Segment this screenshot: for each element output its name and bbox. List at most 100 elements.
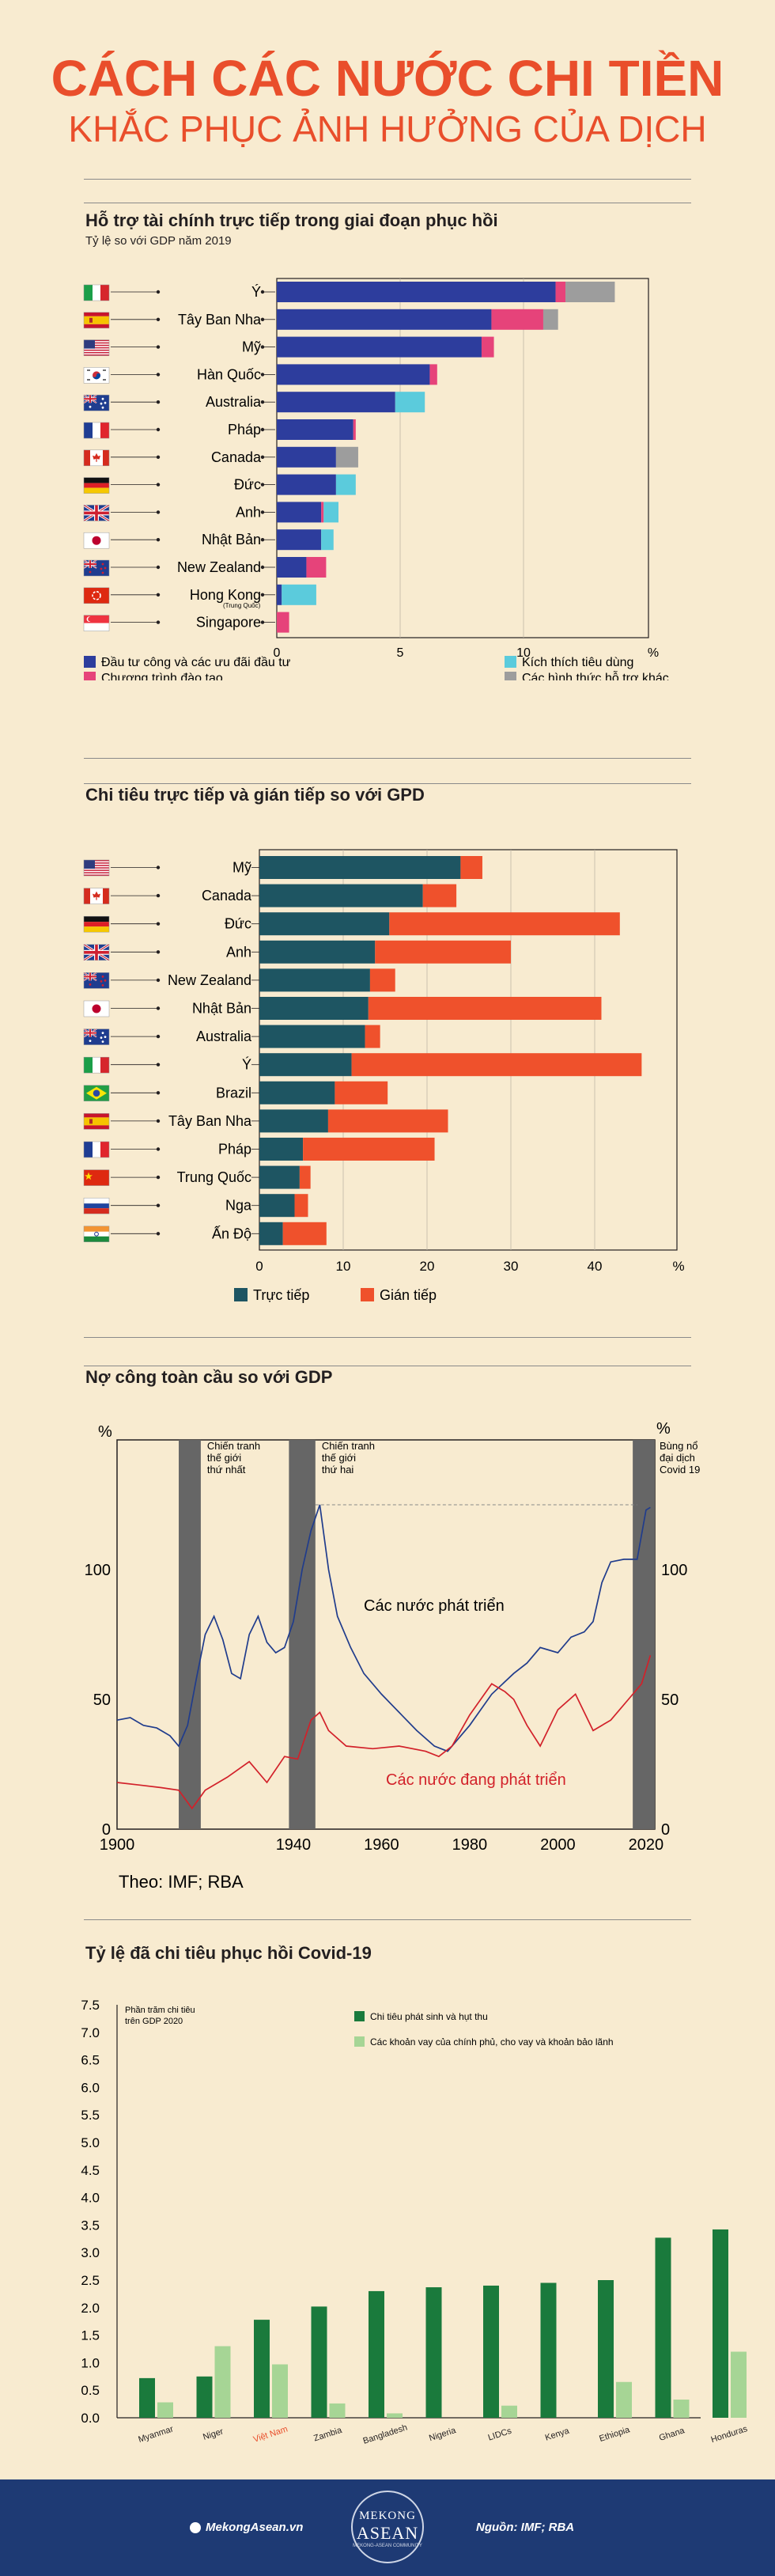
flag-part <box>88 616 93 622</box>
chart1-country-label: Mỹ <box>242 339 261 355</box>
chart4-y-tick: 4.0 <box>81 2191 100 2206</box>
divider <box>84 1337 691 1338</box>
chart1-bar-segment <box>555 282 566 302</box>
chart2-country-label: Nhật Bản <box>192 1001 251 1017</box>
chart2-bar-segment <box>259 884 423 907</box>
chart2-country-label: New Zealand <box>168 972 251 988</box>
footer: MekongAsean.vn MEKONG ASEAN MEKONG-ASEAN… <box>0 2479 775 2576</box>
flag-part <box>84 1169 109 1186</box>
flag-part <box>100 402 103 405</box>
flag-border <box>83 339 110 356</box>
flag-part <box>101 563 104 566</box>
chart4-y-tick: 0.0 <box>81 2411 100 2426</box>
chart2-leader-dot <box>156 1091 161 1095</box>
divider <box>84 179 691 180</box>
chart4-x-label: Bangladesh <box>362 2423 409 2445</box>
chart2-bar-segment <box>375 940 511 964</box>
chart1-bar-segment <box>277 557 307 578</box>
chart4-bar <box>157 2402 173 2418</box>
flag-part <box>104 566 107 570</box>
flag-fr-icon <box>83 422 110 439</box>
chart1-country-label: Hàn Quốc <box>197 366 261 382</box>
divider <box>84 783 691 784</box>
chart4-legend-label: Chi tiêu phát sinh và hụt thu <box>370 2011 488 2022</box>
chart2-direct-indirect: 0 10 20 30 40 % Mỹ Canada Đức Anh New Zealand Nhật … <box>83 849 685 1303</box>
chart1-leader-dot <box>156 483 161 487</box>
flag-part <box>84 587 109 604</box>
chart4-x-label: Việt Nam <box>252 2424 289 2444</box>
flag-part <box>84 351 109 354</box>
chart4-bar <box>311 2306 327 2418</box>
flag-border <box>83 888 110 904</box>
chart1-bar-segment <box>277 446 336 468</box>
flag-part <box>104 401 107 404</box>
flag-ru-icon <box>83 1197 110 1214</box>
flag-part <box>93 422 100 438</box>
chart2-country-label: Anh <box>226 944 251 960</box>
flag-part <box>84 342 109 344</box>
flag-part <box>84 339 109 342</box>
chart1-country-label: Đức <box>234 477 261 493</box>
chart3-y-tick-right: 50 <box>661 1691 679 1709</box>
chart4-bar <box>598 2280 614 2418</box>
flag-part <box>84 1032 96 1034</box>
flag-es-icon <box>83 312 110 329</box>
chart1-x-unit: % <box>648 646 659 660</box>
flag-part <box>84 951 109 954</box>
flag-border <box>83 1000 110 1017</box>
flag-part <box>84 975 96 978</box>
chart1-x-tick: 10 <box>516 646 531 660</box>
chart1-bar-segment <box>282 584 316 605</box>
chart2-country-label: Ấn Độ <box>212 1225 251 1241</box>
flag-part <box>100 422 109 438</box>
chart4-y-tick: 3.5 <box>81 2218 100 2233</box>
chart2-country-label: Australia <box>196 1029 252 1044</box>
flag-part <box>85 1172 93 1180</box>
chart4-bar <box>254 2320 270 2418</box>
chart2-bar-segment <box>335 1081 388 1104</box>
chart2-bar-segment <box>259 1025 365 1048</box>
chart1-bar-segment <box>542 309 558 330</box>
chart1-leader-dot <box>156 290 161 294</box>
chart3-x-tick: 2000 <box>540 1836 576 1854</box>
footer-site[interactable]: MekongAsean.vn <box>190 2521 303 2534</box>
chart2-bar-segment <box>365 1025 380 1048</box>
chart1-bar-segment <box>481 336 494 358</box>
flag-it-icon <box>83 284 110 301</box>
flag-jp-icon <box>83 1000 110 1017</box>
flag-au-icon <box>83 1028 110 1045</box>
chart3-band-label: Chiến tranh <box>322 1440 375 1452</box>
flag-part <box>84 1117 109 1126</box>
chart2-bar-segment <box>259 1081 335 1104</box>
flag-part <box>84 349 109 351</box>
chart1-bar-segment <box>277 364 430 385</box>
chart2-x-tick: 10 <box>336 1259 351 1274</box>
chart4-legend-swatch <box>354 2011 365 2021</box>
flag-part <box>101 984 104 987</box>
flag-part <box>92 590 101 600</box>
flag-part <box>84 398 96 400</box>
flag-br-icon <box>83 1085 110 1102</box>
main-subtitle: KHẮC PHỤC ẢNH HƯỞNG CỦA DỊCH <box>68 108 707 150</box>
chart1-leader-dot <box>260 317 265 321</box>
flag-gb-icon <box>83 943 110 962</box>
chart1-leader-dot <box>156 538 161 542</box>
flag-fr-icon <box>83 1141 110 1158</box>
flag-border <box>83 1225 110 1243</box>
chart1-bar-segment <box>277 282 556 302</box>
chart3-x-tick: 2020 <box>629 1836 664 1854</box>
flag-border <box>83 915 110 933</box>
chart4-bar <box>540 2282 557 2418</box>
chart2-bar-segment <box>259 1194 295 1218</box>
chart1-direct-support: 0 5 10 % Ý Tây Ban Nha Mỹ Hàn Quốc Australia Pháp… <box>83 278 669 680</box>
chart3-x-tick: 1940 <box>276 1836 312 1854</box>
chart3-x-tick: 1980 <box>452 1836 488 1854</box>
chart1-bar-segment <box>277 584 282 605</box>
flag-border <box>83 312 110 329</box>
flag-cn-icon <box>83 1169 110 1186</box>
chart2-bar-segment <box>259 1109 328 1133</box>
chart3-band <box>179 1440 201 1829</box>
chart3-y-tick-right: 0 <box>661 1821 670 1839</box>
flag-part <box>84 623 109 631</box>
chart2-country-label: Mỹ <box>232 860 251 876</box>
